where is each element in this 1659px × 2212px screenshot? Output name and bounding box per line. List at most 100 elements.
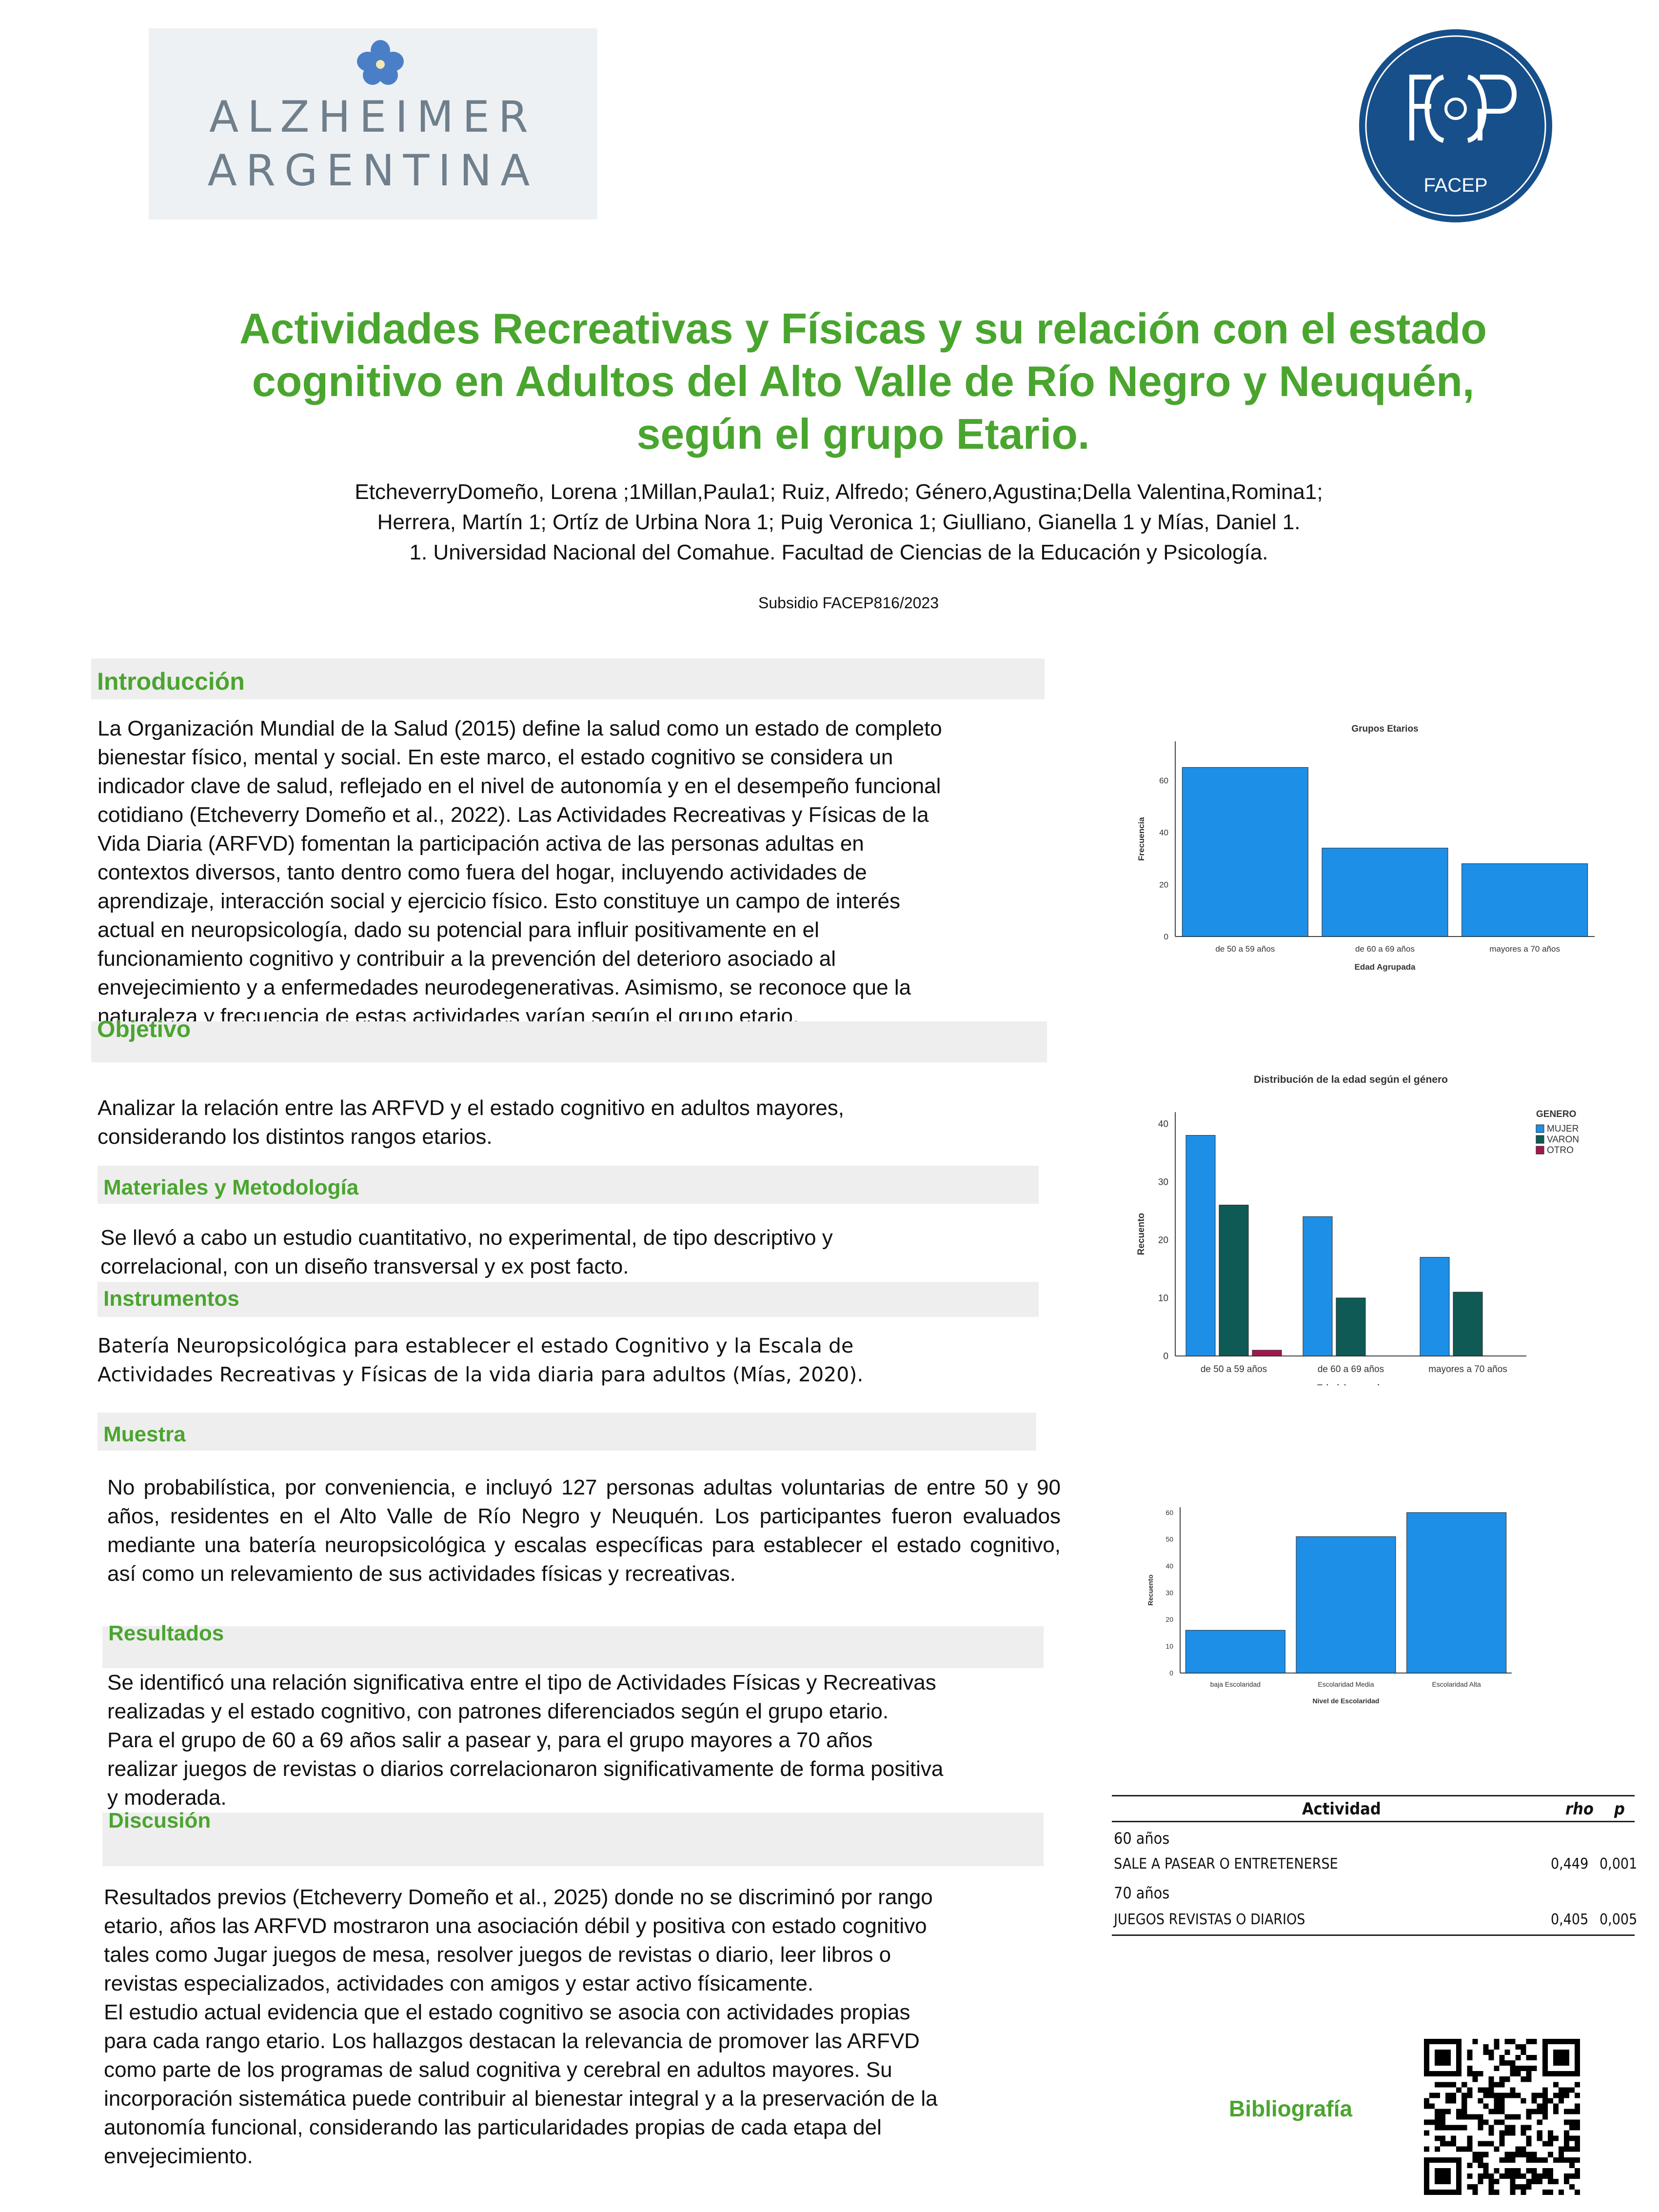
y-axis-label: Recuento [1136,1213,1146,1255]
qr-module [1563,2141,1569,2147]
qr-module [1483,2044,1489,2050]
facep-emblem-icon [1359,29,1552,222]
qr-module [1483,2152,1489,2157]
chart-grupos-etarios: 0 20 40 60 de 50 a 59 años de 60 a 69 años may… [1137,724,1595,972]
qr-module [1451,2098,1457,2104]
qr-module [1435,2135,1441,2141]
qr-module [1472,2157,1478,2163]
muestra-text: No probabilística, por conveniencia, e i… [107,1475,1061,1586]
group-label: 60 años [1114,1829,1170,1848]
qr-module [1445,2109,1451,2114]
qr-module [1515,2092,1521,2098]
qr-module [1526,2039,1532,2045]
qr-module [1499,2157,1505,2163]
facep-caption: FACEP [1423,175,1488,196]
qr-module [1542,2098,1548,2104]
qr-module [1515,2055,1521,2061]
qr-module [1542,2173,1548,2179]
qr-module [1435,2109,1441,2114]
qr-module [1467,2092,1473,2098]
text-line: considerando los distintos rangos etario… [98,1125,493,1149]
qr-module [1547,2178,1553,2184]
qr-module [1574,2092,1580,2098]
authors-line-2: Herrera, Martín 1; Ortíz de Urbina Nora … [377,510,1301,534]
qr-module [1467,2146,1473,2152]
bar [1296,1536,1396,1674]
chart-edad-genero: 0 10 20 30 40 de 50 a 59 años de 60 a 69 años m… [1136,1074,1579,1385]
qr-module [1499,2141,1505,2147]
qr-module [1435,2146,1441,2152]
qr-module [1521,2076,1526,2082]
qr-module [1440,2082,1446,2088]
qr-module [1494,2119,1500,2125]
qr-module [1467,2135,1473,2141]
qr-module [1526,2152,1532,2157]
qr-module [1547,2168,1553,2173]
qr-module [1499,2055,1505,2061]
qr-module [1440,2125,1446,2131]
qr-module [1456,2109,1462,2114]
qr-module [1488,2087,1494,2093]
qr-module [1510,2173,1516,2179]
qr-module [1510,2178,1516,2184]
qr-module [1483,2168,1489,2173]
qr-module [1499,2060,1505,2066]
qr-module [1472,2071,1478,2077]
qr-module [1542,2087,1548,2093]
qr-module [1462,2103,1467,2109]
discusion-text: Resultados previos (Etcheverry Domeño et… [104,1883,1055,2171]
bar [1182,767,1308,937]
qr-module [1424,2130,1430,2136]
instrumentos-text: Batería Neuropsicológica para establecer… [98,1332,1048,1389]
x-axis-label: Nivel de Escolaridad [1313,1697,1380,1705]
chart-title: Distribución de la edad según el género [1254,1074,1448,1085]
x-tick-label: de 50 a 59 años [1215,944,1275,954]
qr-module [1542,2141,1548,2147]
legend-label: VARON [1547,1135,1579,1145]
text-line: contextos diversos, tanto dentro como fu… [98,860,867,884]
qr-module [1547,2173,1553,2179]
authors-block: EtcheverryDomeño, Lorena ;1Millan,Paula1… [146,477,1531,568]
qr-module [1574,2125,1580,2131]
qr-module [1542,2168,1548,2173]
resultados-text: Se identificó una relación significativa… [107,1668,1058,1812]
qr-module [1537,2092,1542,2098]
table-row: JUEGOS REVISTAS O DIARIOS 0,405 0,005 [1112,1906,1637,1936]
qr-module [1504,2152,1510,2157]
qr-module [1445,2098,1451,2104]
qr-finder [1553,2050,1569,2066]
qr-module [1526,2184,1532,2190]
qr-module [1499,2173,1505,2179]
text-line: Batería Neuropsicológica para establecer… [98,1334,854,1357]
qr-module [1574,2168,1580,2173]
title-line-3: según el grupo Etario. [636,410,1090,458]
y-tick-label: 30 [1165,1589,1173,1596]
y-tick-label: 40 [1159,828,1168,837]
qr-module [1558,2152,1564,2157]
qr-module [1472,2114,1478,2120]
qr-module [1456,2125,1462,2131]
text-line: realizadas y el estado cognitivo, con pa… [107,1699,889,1723]
qr-module [1488,2082,1494,2088]
qr-module [1478,2141,1483,2147]
y-tick-label: 40 [1165,1562,1173,1570]
bar [1185,1135,1216,1356]
text-line: correlacional, con un diseño transversal… [100,1255,629,1278]
qr-module [1510,2157,1516,2163]
correlation-table: Actividad rho p 60 años SALE A PASEAR O … [1112,1795,1637,1936]
text-line: Para el grupo de 60 a 69 años salir a pa… [107,1728,873,1752]
qr-module [1553,2135,1559,2141]
qr-module [1553,2082,1559,2088]
qr-module [1429,2119,1435,2125]
qr-module [1531,2152,1537,2157]
rho-value: 0,405 [1551,1911,1589,1928]
y-tick-label: 20 [1159,880,1168,889]
qr-module [1504,2125,1510,2131]
qr-module [1424,2098,1430,2104]
bar [1252,1350,1282,1356]
qr-code-icon[interactable] [1424,2039,1580,2195]
y-tick-label: 10 [1158,1294,1168,1304]
qr-module [1456,2114,1462,2120]
text-line: para cada rango etario. Los hallazgos de… [104,2029,920,2053]
qr-module [1542,2092,1548,2098]
